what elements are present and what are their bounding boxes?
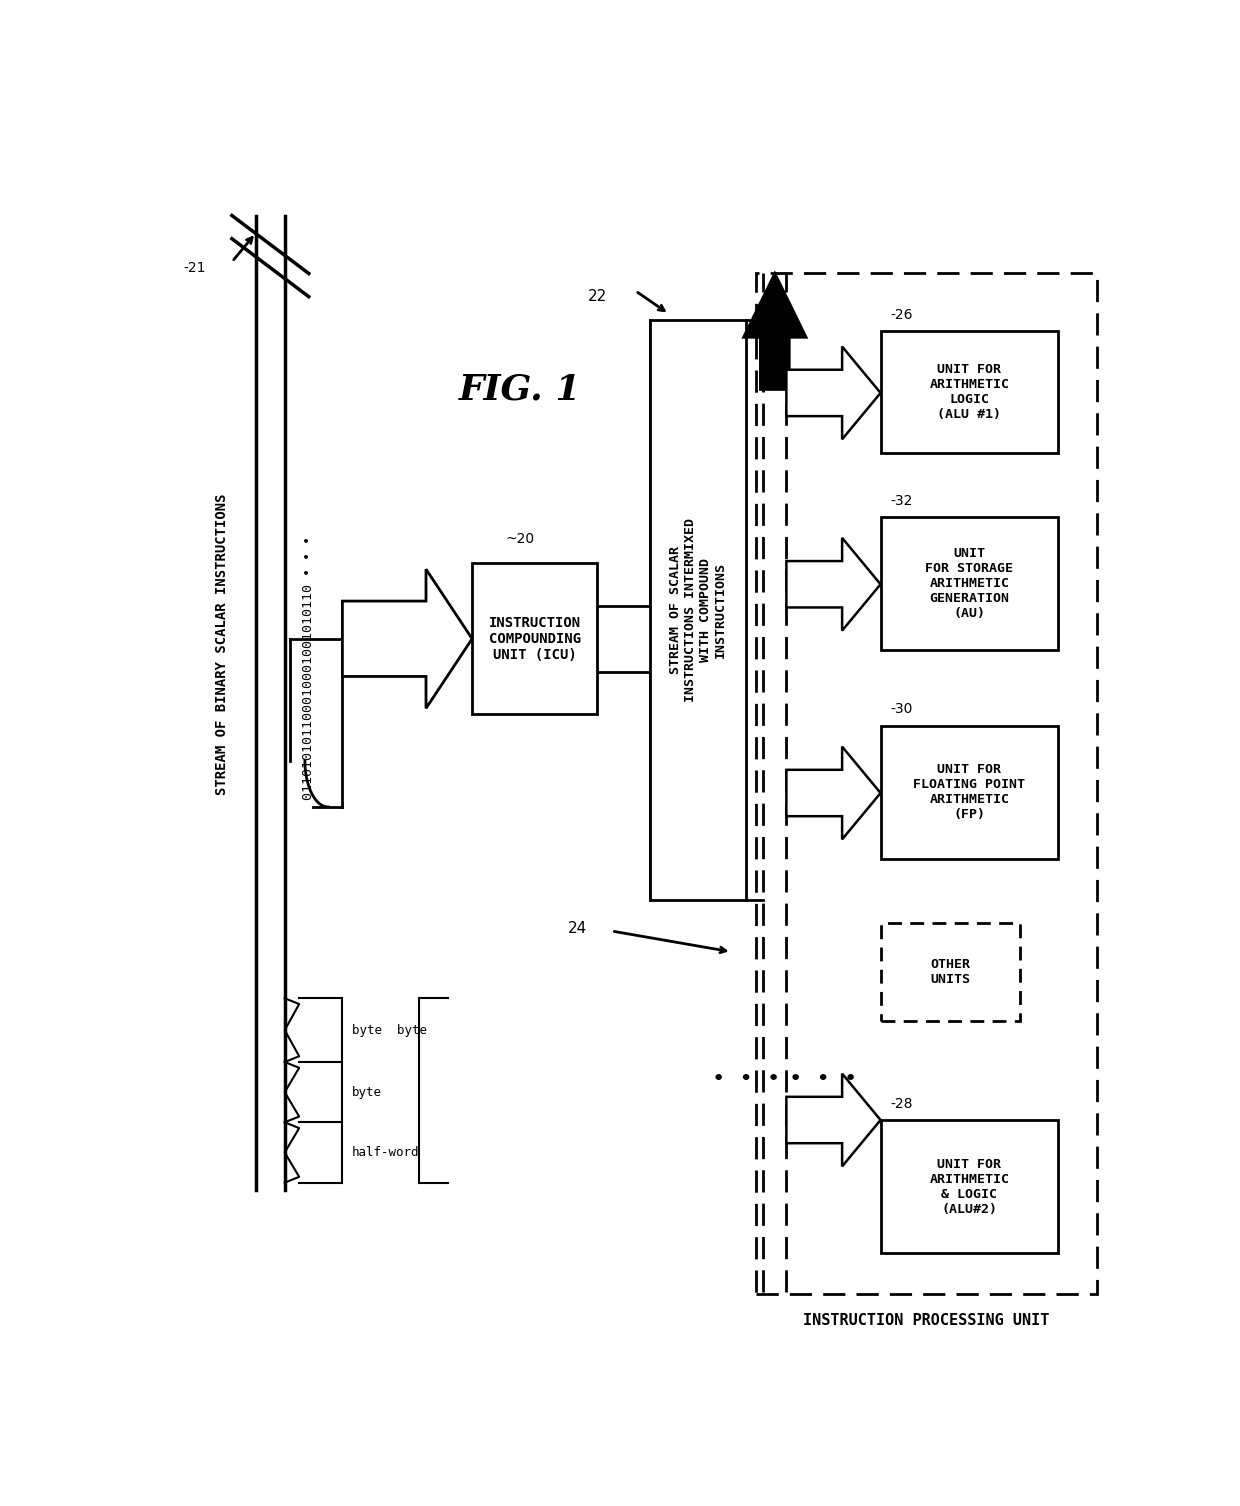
Polygon shape [786,1074,880,1167]
Polygon shape [342,569,472,708]
Text: -26: -26 [890,309,913,322]
Text: INSTRUCTION PROCESSING UNIT: INSTRUCTION PROCESSING UNIT [804,1313,1049,1327]
Polygon shape [786,346,880,440]
Bar [880,331,1058,453]
Bar [472,563,596,714]
Text: -28: -28 [890,1096,913,1111]
Bar [880,1120,1058,1253]
Text: 011010101100010001001010110 • • •: 011010101100010001001010110 • • • [303,536,315,800]
Text: UNIT FOR
ARITHMETIC
& LOGIC
(ALU#2): UNIT FOR ARITHMETIC & LOGIC (ALU#2) [930,1158,1009,1215]
Text: •  •  •: • • • [712,1069,780,1089]
Text: STREAM OF SCALAR
INSTRUCTIONS INTERMIXED
WITH COMPOUND
INSTRUCTIONS: STREAM OF SCALAR INSTRUCTIONS INTERMIXED… [668,518,727,702]
Polygon shape [786,538,880,631]
Bar [755,274,1096,1294]
Text: OTHER
UNITS: OTHER UNITS [930,958,970,986]
Bar [880,517,1058,651]
Text: byte  byte: byte byte [352,1024,427,1036]
Text: ~20: ~20 [506,532,534,547]
Text: FIG. 1: FIG. 1 [459,372,582,407]
Bar [650,319,746,899]
Polygon shape [786,747,880,839]
Text: INSTRUCTION
COMPOUNDING
UNIT (ICU): INSTRUCTION COMPOUNDING UNIT (ICU) [489,616,580,663]
Text: -21: -21 [184,261,206,274]
Text: half-word: half-word [352,1146,419,1160]
Bar [880,726,1058,858]
Text: -30: -30 [890,702,913,717]
Text: •  •  •: • • • [789,1069,857,1089]
Text: byte: byte [352,1086,382,1099]
Text: 22: 22 [588,289,606,304]
Bar [880,923,1019,1021]
Text: UNIT FOR
FLOATING POINT
ARITHMETIC
(FP): UNIT FOR FLOATING POINT ARITHMETIC (FP) [914,764,1025,821]
Text: 24: 24 [568,922,588,937]
Text: STREAM OF BINARY SCALAR INSTRUCTIONS: STREAM OF BINARY SCALAR INSTRUCTIONS [216,494,229,795]
Text: UNIT FOR
ARITHMETIC
LOGIC
(ALU #1): UNIT FOR ARITHMETIC LOGIC (ALU #1) [930,363,1009,422]
Polygon shape [744,274,806,390]
Text: UNIT
FOR STORAGE
ARITHMETIC
GENERATION
(AU): UNIT FOR STORAGE ARITHMETIC GENERATION (… [925,547,1013,620]
Text: -32: -32 [890,494,913,508]
